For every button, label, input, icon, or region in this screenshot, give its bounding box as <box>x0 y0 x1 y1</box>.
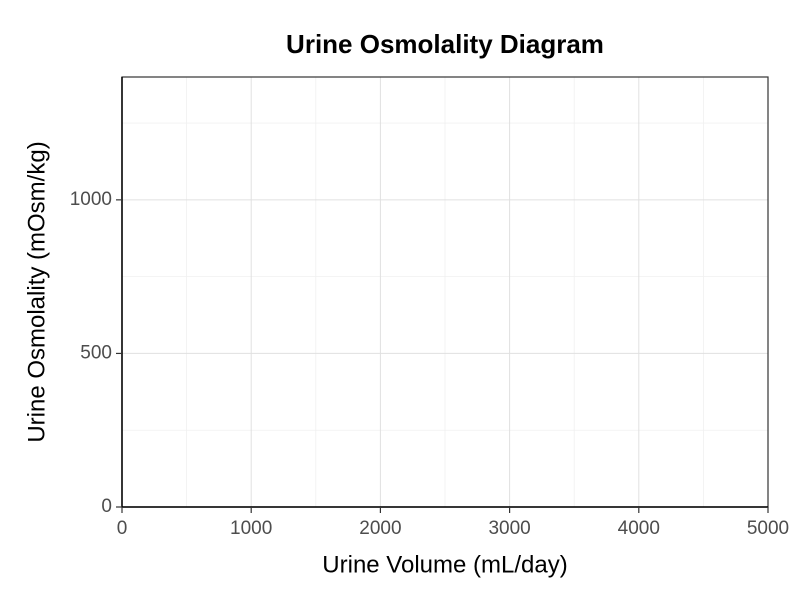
x-axis-label: Urine Volume (mL/day) <box>322 551 567 578</box>
x-tick-label: 2000 <box>359 518 401 539</box>
x-tick-label: 0 <box>117 518 128 539</box>
y-axis-label: Urine Osmolality (mOsm/kg) <box>23 141 50 442</box>
x-tick-label: 1000 <box>230 518 272 539</box>
x-tick-label: 3000 <box>488 518 530 539</box>
x-tick-label: 4000 <box>618 518 660 539</box>
y-tick-label: 1000 <box>70 189 112 210</box>
y-tick-label: 0 <box>101 496 112 517</box>
x-tick-label: 5000 <box>747 518 789 539</box>
y-tick-label: 500 <box>80 342 112 363</box>
chart-title: Urine Osmolality Diagram <box>286 29 604 59</box>
